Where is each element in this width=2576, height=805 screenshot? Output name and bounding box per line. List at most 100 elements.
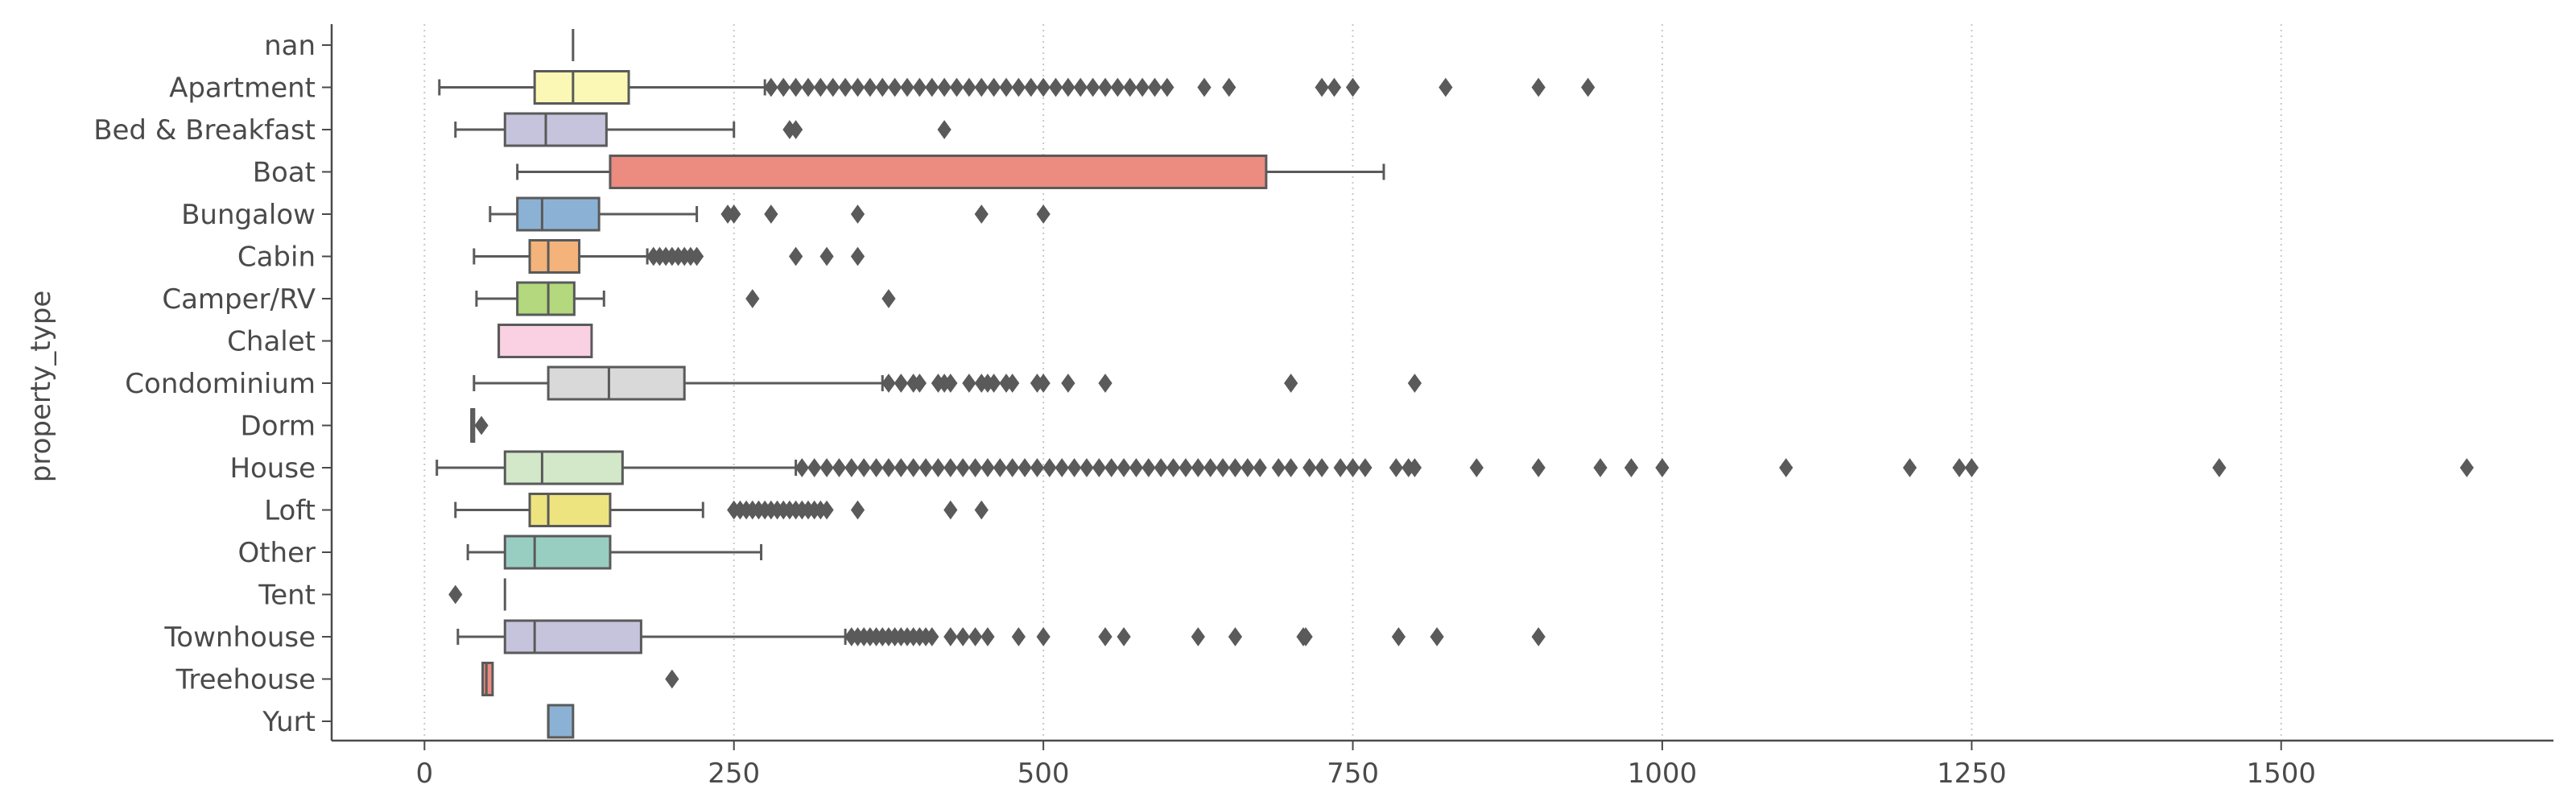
outlier-point xyxy=(1222,77,1236,97)
outlier-point xyxy=(1147,77,1162,97)
y-tick-label: Tent xyxy=(258,580,316,612)
y-tick-label: Boat xyxy=(253,157,316,189)
outlier-point xyxy=(987,374,1001,393)
outlier-point xyxy=(857,458,871,477)
outlier-point xyxy=(1302,458,1317,477)
box-dorm xyxy=(470,408,489,443)
box-condominium xyxy=(473,365,1422,401)
outlier-point xyxy=(1241,458,1255,477)
outlier-point xyxy=(974,500,989,520)
outlier-point xyxy=(1011,627,1026,646)
outlier-point xyxy=(974,204,989,224)
outlier-point xyxy=(1110,77,1125,97)
outlier-point xyxy=(1160,77,1174,97)
outlier-point xyxy=(919,458,933,477)
x-tick-label: 0 xyxy=(416,758,434,790)
y-axis-label: property_type xyxy=(25,291,57,483)
outlier-point xyxy=(925,627,939,646)
y-tick-label: Bungalow xyxy=(181,199,316,231)
outlier-point xyxy=(1117,458,1131,477)
outlier-point xyxy=(1123,77,1137,97)
outlier-point xyxy=(1141,458,1156,477)
outlier-point xyxy=(974,77,989,97)
y-tick-label: nan xyxy=(264,30,316,62)
box-townhouse xyxy=(456,619,1546,654)
box-iqr xyxy=(533,70,630,105)
box-iqr xyxy=(547,365,686,401)
outlier-point xyxy=(764,204,778,224)
outlier-point xyxy=(1135,77,1150,97)
outlier-point xyxy=(1345,458,1360,477)
outlier-point xyxy=(937,120,952,139)
outlier-point xyxy=(2459,458,2474,477)
box-treehouse xyxy=(481,662,679,696)
outlier-point xyxy=(1191,458,1205,477)
outlier-point xyxy=(1407,374,1422,393)
outlier-point xyxy=(1315,458,1329,477)
outlier-point xyxy=(1048,77,1063,97)
outlier-point xyxy=(2212,458,2227,477)
outlier-point xyxy=(689,246,704,266)
outlier-point xyxy=(1036,204,1051,224)
outlier-point xyxy=(1086,77,1100,97)
outlier-point xyxy=(999,77,1013,97)
y-tick-label: Apartment xyxy=(169,72,316,105)
x-tick-label: 500 xyxy=(1018,758,1070,790)
outlier-point xyxy=(1469,458,1484,477)
box-iqr xyxy=(516,281,576,316)
outlier-point xyxy=(1036,374,1051,393)
outlier-point xyxy=(1593,458,1608,477)
outlier-point xyxy=(943,374,958,393)
outlier-point xyxy=(968,458,983,477)
outlier-point xyxy=(925,77,939,97)
outlier-point xyxy=(887,77,902,97)
outlier-point xyxy=(912,77,927,97)
outlier-point xyxy=(727,204,741,224)
outlier-point xyxy=(1203,458,1218,477)
outlier-point xyxy=(1228,458,1243,477)
outlier-point xyxy=(801,77,815,97)
outlier-point xyxy=(826,77,840,97)
outlier-point xyxy=(1779,458,1794,477)
outlier-point xyxy=(1624,458,1639,477)
outlier-point xyxy=(1298,627,1313,646)
outlier-point xyxy=(1531,77,1546,97)
y-tick-label: Camper/RV xyxy=(162,283,316,316)
y-axis-ticks: nan Apartment Bed & Breakfast Boat Bungalow C… xyxy=(93,30,332,738)
outlier-point xyxy=(1098,374,1113,393)
outlier-point xyxy=(788,120,803,139)
outlier-point xyxy=(1061,77,1075,97)
outlier-point xyxy=(962,374,976,393)
outlier-point xyxy=(1055,458,1069,477)
box-iqr xyxy=(503,535,612,570)
outlier-point xyxy=(956,627,970,646)
x-tick-label: 1250 xyxy=(1937,758,2007,790)
outlier-point xyxy=(1531,458,1546,477)
outlier-point xyxy=(1098,627,1113,646)
outlier-point xyxy=(863,77,877,97)
outlier-point xyxy=(881,289,896,308)
grid-lines xyxy=(423,24,2282,741)
outlier-point xyxy=(788,246,803,266)
outlier-point xyxy=(1327,77,1342,97)
box-loft xyxy=(454,493,989,527)
box-iqr xyxy=(503,450,624,485)
outlier-point xyxy=(1345,77,1360,97)
outlier-point xyxy=(1036,627,1051,646)
y-tick-label: House xyxy=(229,452,316,485)
x-tick-label: 750 xyxy=(1327,758,1379,790)
box-iqr xyxy=(528,493,612,527)
y-tick-label: Chalet xyxy=(227,326,316,358)
outlier-point xyxy=(1389,458,1403,477)
outlier-point xyxy=(987,77,1001,97)
box-iqr xyxy=(516,196,601,232)
outlier-point xyxy=(1964,458,1979,477)
outlier-point xyxy=(1080,458,1094,477)
outlier-point xyxy=(931,458,946,477)
box-iqr xyxy=(497,324,593,358)
outlier-point xyxy=(1271,458,1286,477)
y-tick-label: Cabin xyxy=(237,242,316,274)
outlier-point xyxy=(937,77,952,97)
outlier-point xyxy=(980,627,995,646)
